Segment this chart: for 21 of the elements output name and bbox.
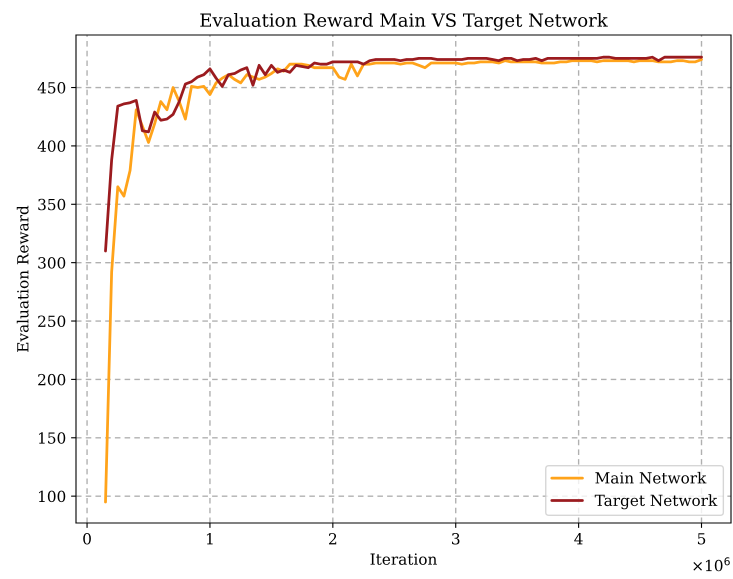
y-tick-label: 100 [38,490,66,502]
y-tick-label: 350 [38,198,66,210]
legend-label: Main Network [595,472,706,484]
y-tick-label: 250 [38,315,66,328]
y-tick-label: 150 [38,432,66,444]
x-axis-title: Iteration [370,553,437,565]
chart-title: Evaluation Reward Main VS Target Network [200,12,608,31]
y-tick-label: 200 [38,374,66,386]
line-series [104,56,703,252]
x-tick-label: 1 [206,532,213,544]
text: ×10$^{6}$ [693,557,730,572]
x-tick-label: 2 [329,532,336,544]
y-tick-label: 450 [38,82,66,94]
y-tick-label: 400 [38,140,66,152]
x-tick-label: 0 [83,532,91,545]
y-axis-title: Evaluation Reward [16,206,29,352]
x-tick-label: 5 [698,533,706,545]
x-tick-label: 3 [452,532,460,545]
y-tick-label: 300 [38,257,66,269]
x-tick-label: 4 [574,532,583,544]
legend-label: Target Network [594,494,718,510]
